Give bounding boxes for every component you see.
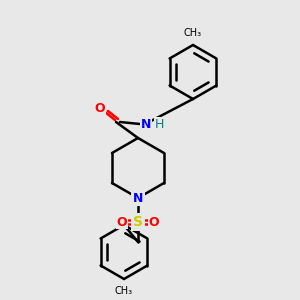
Text: CH₃: CH₃ <box>115 286 133 296</box>
Text: S: S <box>133 215 143 229</box>
Text: O: O <box>95 101 105 115</box>
Text: H: H <box>154 118 164 130</box>
Text: N: N <box>141 118 151 130</box>
Text: O: O <box>149 215 159 229</box>
Text: CH₃: CH₃ <box>184 28 202 38</box>
Text: N: N <box>133 191 143 205</box>
Text: O: O <box>117 215 127 229</box>
